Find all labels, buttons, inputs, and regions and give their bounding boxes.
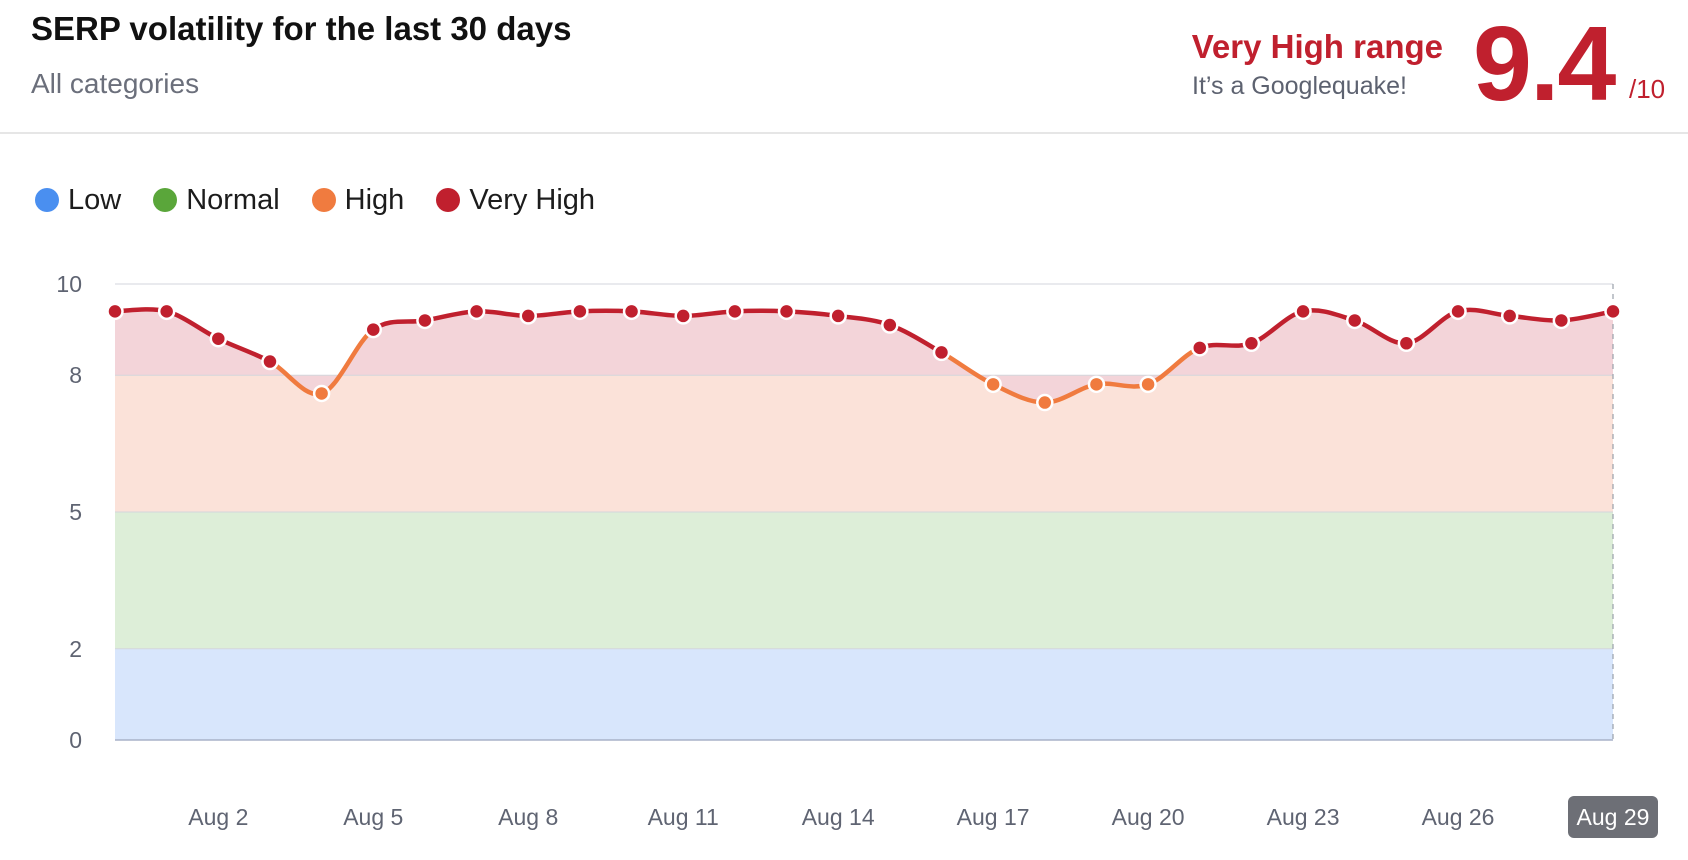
data-point (1604, 302, 1622, 321)
range-note: It’s a Googlequake! (1192, 72, 1407, 100)
widget-header: SERP volatility for the last 30 days All… (0, 0, 1688, 134)
legend-label-normal: Normal (186, 183, 280, 216)
data-point (1036, 393, 1054, 412)
chart-legend: Low Normal High Very High (35, 180, 627, 220)
x-tick-label: Aug 20 (1112, 804, 1185, 830)
legend-item-very-high[interactable]: Very High (436, 184, 595, 217)
data-point (1139, 375, 1157, 394)
legend-label-high: High (344, 183, 405, 216)
data-point (1191, 339, 1209, 357)
x-tick-label: Aug 8 (498, 804, 558, 830)
data-point (1449, 302, 1467, 321)
band-low (115, 648, 1613, 740)
current-date-badge (1568, 796, 1658, 838)
x-tick-label: Aug 2 (188, 804, 248, 830)
data-point (932, 343, 951, 362)
data-point (1294, 302, 1312, 321)
range-label: Very High range (1191, 28, 1443, 65)
data-point (106, 302, 124, 321)
legend-label-low: Low (68, 183, 122, 216)
legend-item-high[interactable]: High (311, 183, 405, 217)
data-point (1345, 311, 1364, 330)
band-high (115, 375, 1613, 512)
x-tick-label: Aug 23 (1267, 804, 1340, 830)
data-point (1087, 375, 1106, 394)
data-point (416, 311, 434, 330)
x-tick-label: Aug 29 (1577, 804, 1650, 830)
data-point (261, 352, 279, 371)
data-point (312, 384, 331, 403)
data-point (984, 375, 1002, 394)
legend-label-very-high: Very High (469, 183, 596, 216)
data-point (674, 307, 692, 325)
data-point (1500, 307, 1519, 325)
legend-item-normal[interactable]: Normal (153, 183, 280, 217)
data-point (726, 302, 744, 321)
band-normal (115, 512, 1613, 649)
data-point (1242, 334, 1261, 353)
data-point (1397, 334, 1416, 353)
y-tick-label: 2 (69, 636, 82, 662)
score-value: 9.4 (1473, 5, 1616, 123)
x-tick-label: Aug 14 (802, 804, 875, 830)
score-max: /10 (1629, 74, 1666, 104)
x-tick-label: Aug 26 (1422, 804, 1495, 830)
x-tick-label: Aug 5 (343, 804, 403, 830)
legend-dot-high (311, 188, 336, 212)
y-tick-label: 8 (69, 362, 82, 388)
data-point (777, 302, 796, 321)
data-point (519, 307, 537, 325)
y-tick-label: 0 (69, 727, 82, 753)
chart-title: SERP volatility for the last 30 days (31, 10, 572, 47)
data-point (467, 302, 486, 321)
legend-dot-very-high (436, 188, 461, 212)
data-point (829, 307, 847, 325)
data-point (881, 316, 899, 334)
category-filter-label[interactable]: All categories (31, 68, 200, 99)
very-high-area (115, 309, 1613, 403)
y-tick-label: 5 (69, 499, 82, 525)
data-point (157, 302, 176, 321)
legend-dot-normal (153, 188, 178, 212)
x-tick-label: Aug 17 (957, 804, 1030, 830)
legend-dot-low (35, 188, 59, 212)
y-tick-label: 10 (56, 271, 82, 297)
data-point (571, 302, 589, 321)
data-point (364, 320, 383, 339)
data-point (622, 302, 641, 321)
data-point (1552, 311, 1571, 330)
legend-item-low[interactable]: Low (35, 184, 121, 217)
x-tick-label: Aug 11 (648, 804, 719, 830)
data-point (209, 329, 228, 348)
